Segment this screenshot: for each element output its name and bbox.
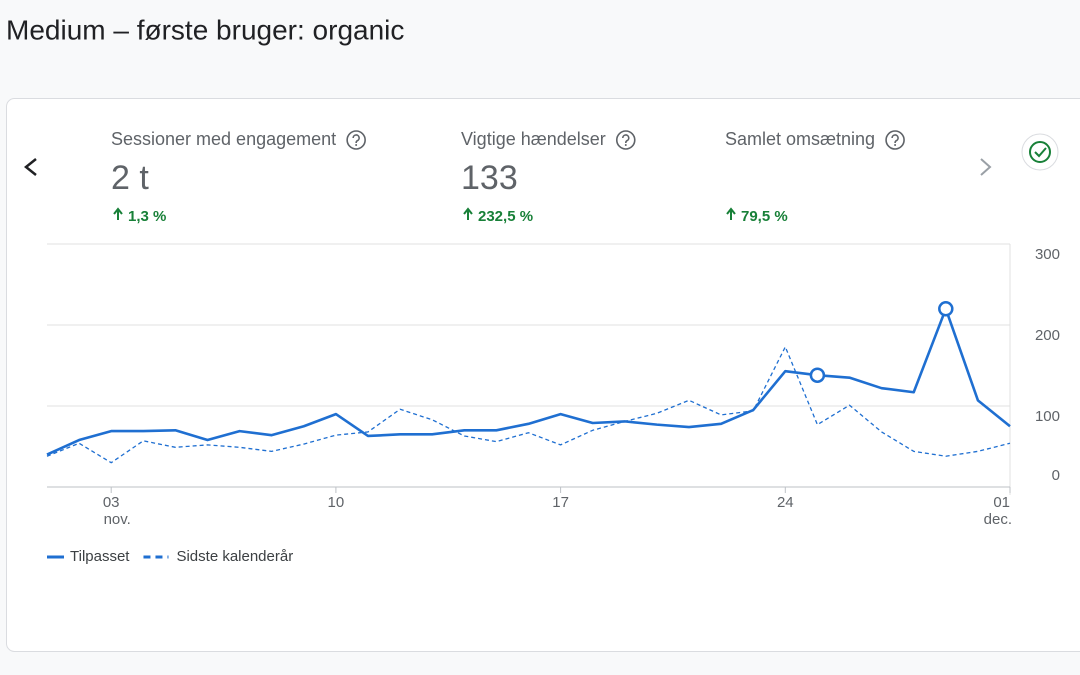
y-tick-label: 200: [1035, 327, 1060, 344]
up-arrow: [726, 207, 736, 220]
y-tick-label: 300: [1035, 246, 1060, 263]
help-dot: [355, 144, 358, 146]
prev-button[interactable]: [23, 158, 37, 176]
up-arrow: [463, 207, 473, 220]
metric-change: 232,5 %: [478, 208, 533, 225]
x-tick-label: 17: [552, 494, 569, 511]
help-mark: [621, 134, 630, 144]
series-line: [46, 307, 1011, 456]
help-circle: [615, 130, 636, 150]
help-icon[interactable]: [615, 130, 636, 150]
help-circle: [885, 130, 905, 150]
metric-value: 133: [461, 159, 518, 197]
x-tick-sublabel: dec.: [984, 511, 1012, 528]
x-tick-label: 01: [993, 494, 1010, 511]
help-dot: [894, 144, 897, 146]
metric-value: 2 t: [111, 159, 149, 197]
metric-change: 79,5 %: [741, 208, 788, 225]
y-tick-label: 0: [1052, 467, 1060, 484]
metric-change: 1,3 %: [128, 208, 166, 225]
card: [6, 98, 1080, 652]
status-icon[interactable]: [1021, 133, 1059, 171]
metric-label: Vigtige hændelser: [461, 129, 606, 149]
help-icon[interactable]: [346, 130, 366, 150]
help-dot: [624, 144, 627, 146]
metric-label: Samlet omsætning: [725, 129, 875, 149]
series-line: [46, 346, 1011, 464]
x-tick-label: 03: [103, 494, 120, 511]
help-mark: [891, 134, 899, 144]
x-tick-sublabel: nov.: [104, 511, 131, 528]
y-tick-label: 100: [1035, 408, 1060, 425]
x-tick-label: 10: [328, 494, 345, 511]
legend-label: Sidste kalenderår: [176, 548, 293, 565]
help-mark: [352, 134, 360, 144]
legend-label: Tilpasset: [70, 548, 130, 565]
point-marker: [938, 301, 954, 317]
help-icon[interactable]: [885, 130, 905, 150]
page-title: Medium – første bruger: organic: [6, 14, 404, 45]
next-button[interactable]: [980, 158, 992, 176]
metric-label: Sessioner med engagement: [111, 129, 336, 149]
up-arrow: [113, 207, 123, 220]
x-tick-label: 24: [777, 494, 794, 511]
point-marker: [809, 367, 826, 383]
help-circle: [346, 130, 366, 150]
